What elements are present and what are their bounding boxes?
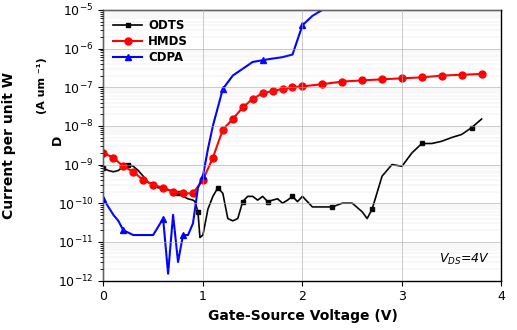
CDPA (299, 23, 306, 27)
CDPA (309, 14, 315, 18)
CDPA (160, 216, 166, 220)
HMDS (240, 106, 246, 110)
CDPA (170, 213, 176, 217)
HMDS (250, 97, 256, 101)
CDPA (185, 233, 191, 237)
HMDS (439, 74, 445, 78)
HMDS (419, 75, 425, 79)
HMDS (459, 73, 465, 77)
CDPA (215, 106, 221, 110)
HMDS (260, 91, 266, 95)
HMDS (339, 80, 345, 83)
HMDS (299, 84, 306, 88)
HMDS (359, 79, 365, 82)
ODTS (479, 117, 485, 121)
HMDS (320, 82, 326, 86)
HMDS (379, 77, 385, 81)
HMDS (120, 164, 127, 168)
CDPA (269, 57, 276, 61)
ODTS (100, 166, 107, 170)
CDPA (110, 213, 116, 217)
CDPA (180, 233, 186, 237)
CDPA (220, 87, 226, 91)
HMDS (269, 89, 276, 93)
HMDS (130, 170, 136, 174)
CDPA (190, 221, 196, 225)
CDPA (165, 272, 171, 276)
Line: CDPA: CDPA (100, 0, 485, 277)
HMDS (180, 191, 186, 195)
HMDS (220, 128, 226, 132)
CDPA (349, 1, 355, 5)
CDPA (100, 197, 107, 201)
HMDS (110, 156, 116, 160)
HMDS (280, 87, 286, 91)
HMDS (140, 178, 146, 182)
Y-axis label: Current per unit W: Current per unit W (2, 72, 16, 219)
CDPA (205, 147, 211, 151)
CDPA (140, 233, 146, 237)
CDPA (290, 52, 296, 56)
Line: HMDS: HMDS (100, 71, 485, 197)
ODTS (160, 186, 166, 190)
ODTS (180, 194, 186, 198)
CDPA (200, 174, 206, 178)
HMDS (399, 76, 405, 80)
CDPA (260, 58, 266, 62)
HMDS (190, 191, 196, 195)
CDPA (195, 186, 201, 190)
ODTS (125, 163, 131, 167)
HMDS (150, 183, 156, 187)
CDPA (175, 260, 181, 264)
CDPA (280, 55, 286, 59)
CDPA (120, 228, 127, 232)
HMDS (100, 151, 107, 155)
CDPA (150, 233, 156, 237)
ODTS (280, 201, 286, 205)
Legend: ODTS, HMDS, CDPA: ODTS, HMDS, CDPA (109, 16, 192, 68)
CDPA (240, 67, 246, 71)
HMDS (160, 186, 166, 190)
CDPA (210, 124, 216, 128)
ODTS (197, 236, 203, 240)
CDPA (130, 233, 136, 237)
Text: D: D (51, 135, 64, 145)
ODTS (409, 151, 415, 155)
X-axis label: Gate-Source Voltage (V): Gate-Source Voltage (V) (207, 309, 398, 323)
CDPA (320, 8, 326, 12)
HMDS (230, 117, 236, 121)
Text: V$_{DS}$=4V: V$_{DS}$=4V (438, 252, 490, 267)
HMDS (210, 156, 216, 160)
HMDS (479, 72, 485, 76)
CDPA (230, 74, 236, 78)
HMDS (290, 85, 296, 89)
CDPA (115, 219, 121, 223)
Line: ODTS: ODTS (101, 116, 484, 240)
CDPA (105, 205, 112, 209)
CDPA (250, 60, 256, 64)
HMDS (170, 189, 176, 193)
HMDS (200, 178, 206, 182)
Text: (A um ⁻¹): (A um ⁻¹) (37, 57, 47, 114)
ODTS (245, 194, 251, 198)
